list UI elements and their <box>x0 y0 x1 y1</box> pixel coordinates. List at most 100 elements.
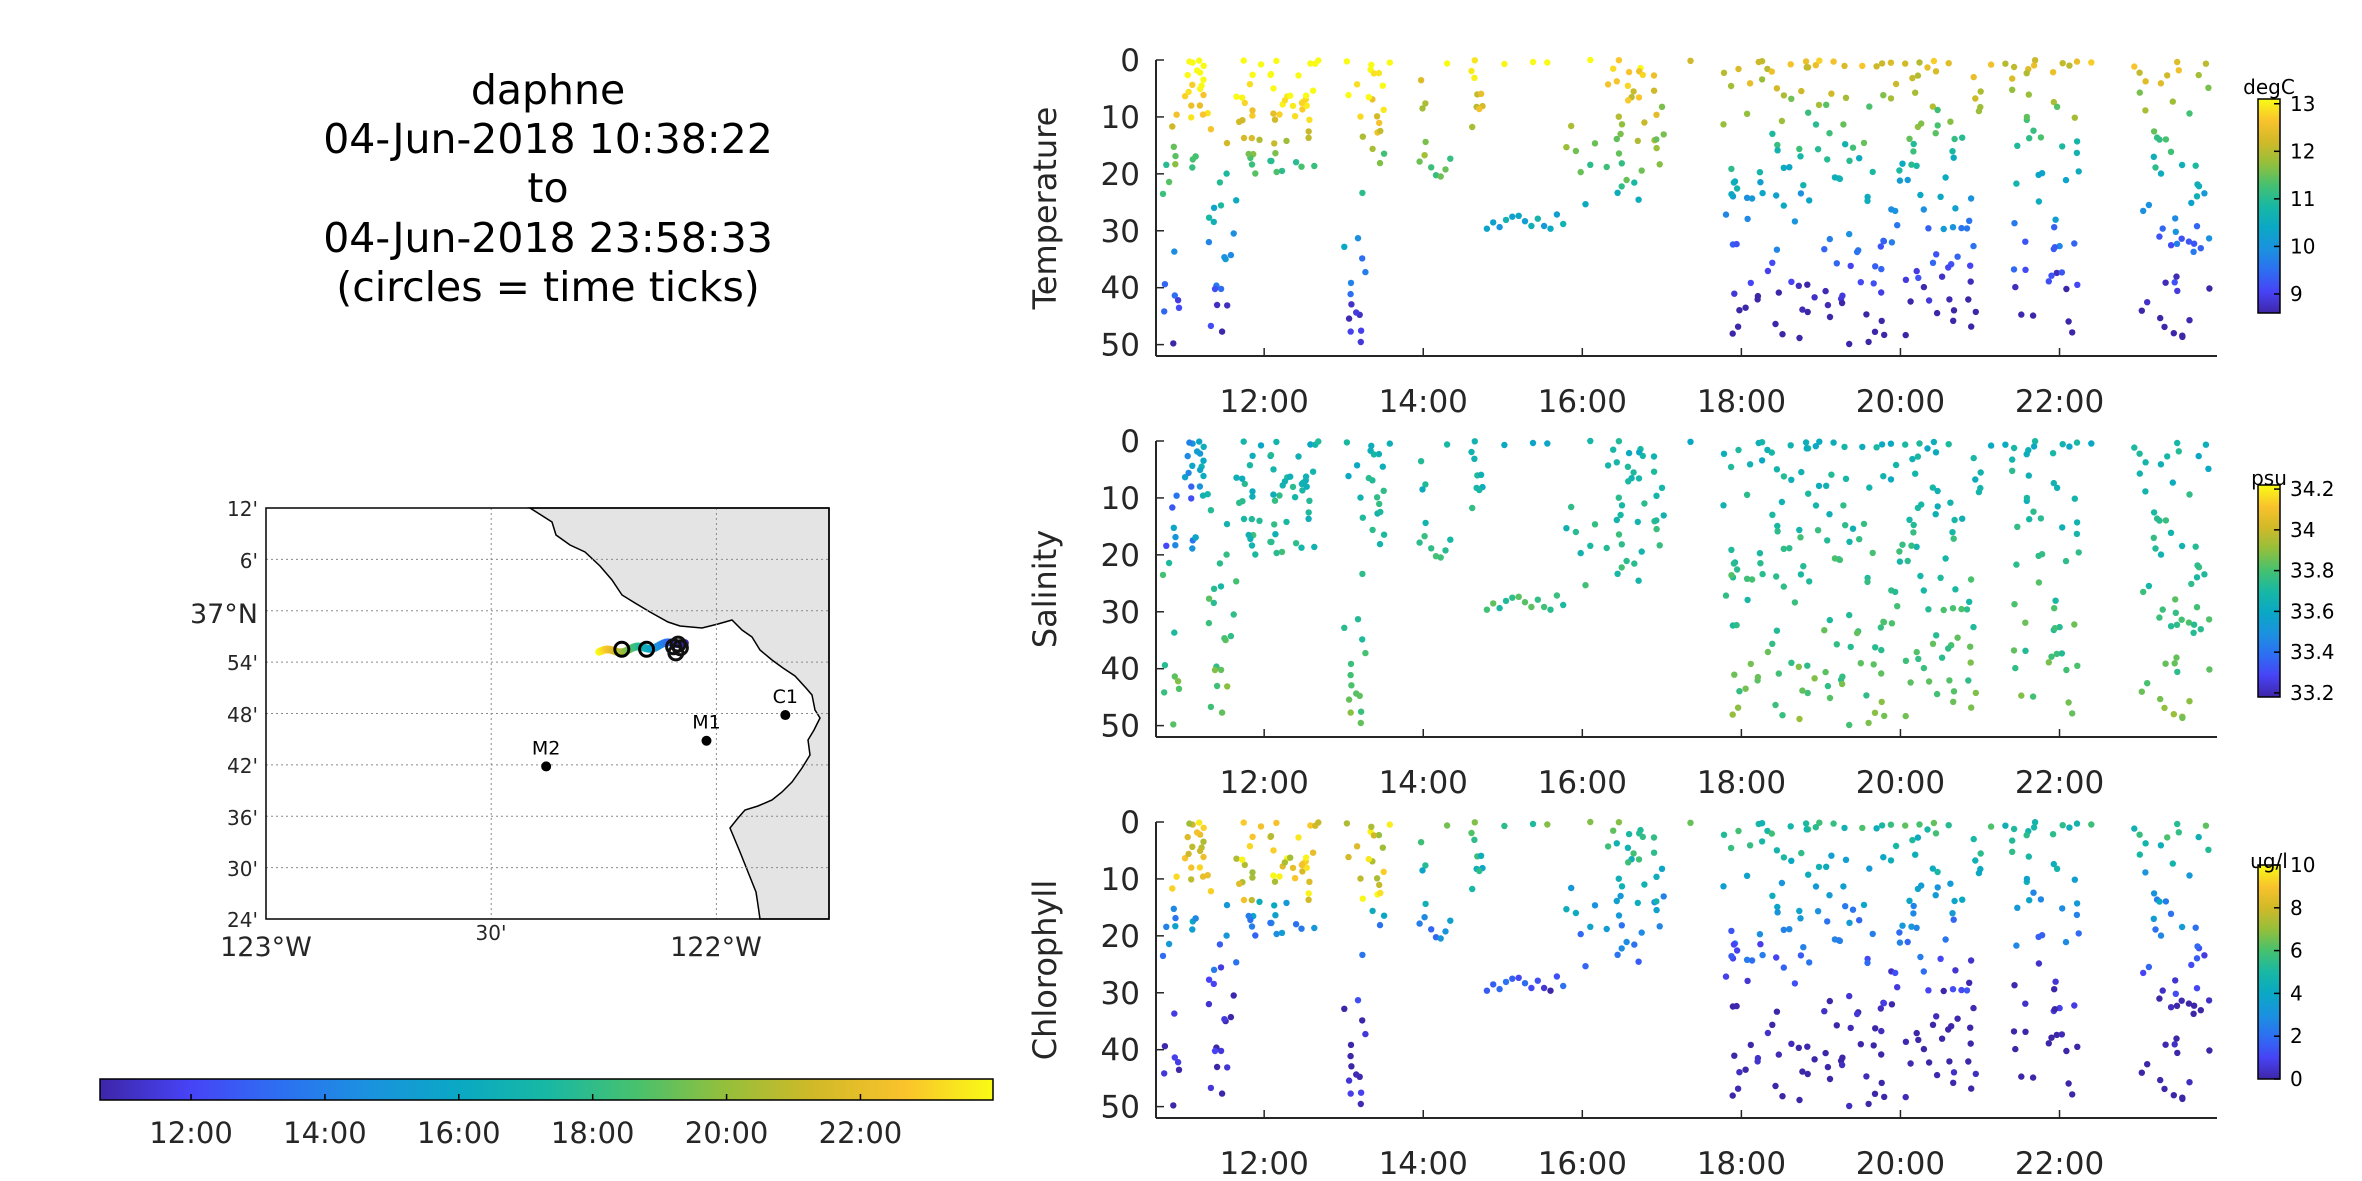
data-point <box>1804 308 1811 316</box>
data-point <box>1892 588 1899 596</box>
data-point <box>1528 603 1535 611</box>
colorbar-tick-label: 11 <box>2290 187 2315 211</box>
data-point <box>1952 586 1959 593</box>
data-point <box>2136 450 2143 457</box>
data-point <box>1658 865 1666 872</box>
data-point <box>1687 819 1694 826</box>
data-point <box>1193 829 1201 836</box>
data-point <box>2025 472 2033 479</box>
data-point <box>1925 678 1933 685</box>
data-point <box>1949 148 1956 155</box>
data-point <box>1298 99 1306 107</box>
data-point <box>2193 604 2201 611</box>
data-point <box>1615 531 1623 538</box>
data-point <box>2156 995 2163 1002</box>
data-point <box>2018 311 2025 318</box>
data-point <box>2188 961 2195 969</box>
data-point <box>1163 542 1170 549</box>
data-point <box>1295 453 1302 460</box>
data-point <box>1196 57 1203 64</box>
data-point <box>1758 457 1766 464</box>
data-point <box>2009 456 2016 463</box>
data-point <box>2053 1031 2060 1039</box>
data-point <box>1916 59 1923 66</box>
data-point <box>1720 502 1727 509</box>
data-point <box>2161 704 2168 712</box>
data-point <box>1186 439 1193 446</box>
data-point <box>2174 1049 2181 1057</box>
data-point <box>1185 850 1192 858</box>
data-point <box>1357 1100 1365 1108</box>
data-point <box>1476 486 1483 494</box>
data-point <box>1221 1016 1228 1023</box>
data-point <box>1373 494 1381 501</box>
data-point <box>1357 494 1364 501</box>
data-point <box>2172 977 2179 984</box>
time-colorbar-gradient <box>99 1078 994 1101</box>
data-point <box>1547 606 1554 613</box>
data-point <box>1298 163 1305 170</box>
data-point <box>2150 509 2158 516</box>
data-point <box>2197 626 2204 633</box>
data-point <box>2031 819 2039 826</box>
data-point <box>1161 662 1169 669</box>
data-point <box>1468 448 1475 456</box>
data-point <box>1362 1030 1369 1038</box>
data-point <box>1563 144 1570 151</box>
data-point <box>1908 161 1915 168</box>
colorbar-tick-label: 0 <box>2290 1067 2303 1091</box>
data-point <box>2071 114 2078 121</box>
data-point <box>2053 269 2060 277</box>
data-point <box>1417 839 1425 846</box>
data-point <box>1295 834 1302 841</box>
data-point <box>1933 309 1941 317</box>
data-point <box>2156 136 2163 143</box>
y-tick-label: 40 <box>1101 271 1140 307</box>
data-point <box>1357 338 1365 346</box>
data-point <box>1754 1054 1762 1062</box>
data-point <box>2022 619 2029 626</box>
data-point <box>1635 94 1643 101</box>
y-tick-label: 40 <box>1101 652 1140 688</box>
data-point <box>1267 832 1275 840</box>
data-point <box>1303 864 1310 871</box>
data-point <box>2022 1000 2029 1007</box>
data-point <box>1910 148 1917 155</box>
data-point <box>1812 443 1820 450</box>
data-point <box>1613 897 1621 905</box>
data-point <box>1528 222 1535 230</box>
data-point <box>1563 906 1570 913</box>
data-point <box>1373 875 1381 882</box>
data-point <box>1722 973 1730 980</box>
data-point <box>1292 921 1300 928</box>
data-point <box>2049 69 2057 76</box>
data-point <box>1347 709 1354 716</box>
data-point <box>1248 515 1256 523</box>
data-point <box>1257 61 1265 68</box>
data-point <box>1830 58 1837 65</box>
data-point <box>2014 523 2021 530</box>
data-point <box>1803 64 1810 71</box>
data-point <box>1341 1005 1348 1012</box>
data-point <box>1934 106 1941 114</box>
data-point <box>2035 198 2043 205</box>
data-point <box>1515 212 1522 219</box>
data-point <box>1553 592 1561 599</box>
data-point <box>2075 168 2082 175</box>
data-point <box>1353 462 1361 469</box>
data-point <box>1217 583 1225 590</box>
colorbar <box>2257 98 2281 314</box>
data-point <box>1938 273 1946 280</box>
data-point <box>1298 480 1306 488</box>
data-point <box>2169 479 2176 486</box>
data-point <box>2175 67 2182 74</box>
data-point <box>2173 621 2181 628</box>
data-point <box>1821 1008 1828 1015</box>
data-point <box>1873 825 1880 832</box>
data-point <box>1292 540 1300 547</box>
data-point <box>2142 869 2149 876</box>
data-point <box>1309 468 1317 475</box>
data-point <box>1188 483 1195 490</box>
data-point <box>1796 334 1803 342</box>
data-point <box>1376 500 1383 508</box>
